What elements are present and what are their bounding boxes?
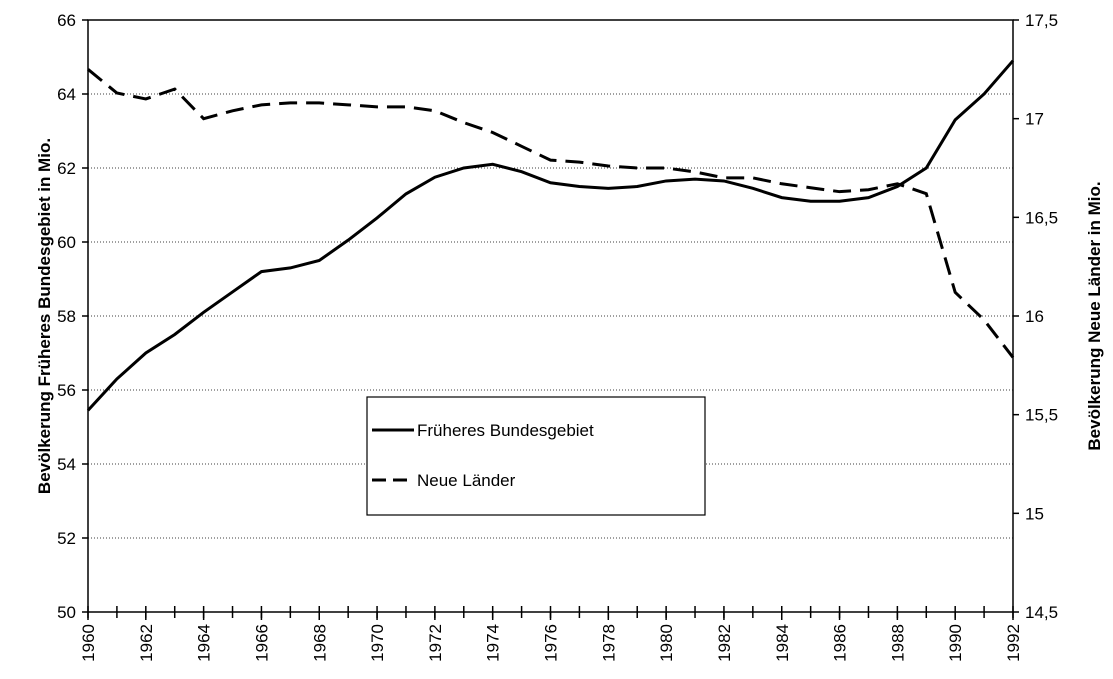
x-tick-label: 1970 [368,624,387,662]
x-tick-label: 1968 [310,624,329,662]
plot-frame [87,19,1014,613]
y2-tick-label: 14,5 [1025,603,1058,622]
y2-tick-label: 15 [1025,504,1044,523]
x-tick-label: 1988 [888,624,907,662]
x-tick-label: 1960 [79,624,98,662]
y2-tick-label: 16,5 [1025,208,1058,227]
x-tick-label: 1976 [542,624,561,662]
x-tick-label: 1974 [484,624,503,662]
y-tick-label: 66 [57,11,76,30]
x-tick-label: 1984 [773,624,792,662]
y-axis-label: Bevölkerung Früheres Bundesgebiet in Mio… [35,138,54,494]
legend-box [366,396,706,516]
x-tick-label: 1990 [946,624,965,662]
y2-tick-label: 16 [1025,307,1044,326]
y-tick-label: 50 [57,603,76,622]
y2-tick-label: 17 [1025,110,1044,129]
x-tick-label: 1966 [252,624,271,662]
y-tick-label: 64 [57,85,76,104]
x-tick-label: 1992 [1004,624,1023,662]
x-tick-label: 1980 [657,624,676,662]
y-tick-label: 52 [57,529,76,548]
series-line [86,59,1015,412]
y2-axis-label: Bevölkerung Neue Länder in Mio. [1085,181,1104,450]
x-tick-label: 1962 [137,624,156,662]
legend-label: Neue Länder [417,471,516,490]
x-tick-label: 1986 [831,624,850,662]
y2-tick-label: 15,5 [1025,406,1058,425]
x-tick-label: 1972 [426,624,445,662]
x-tick-label: 1978 [599,624,618,662]
y-tick-label: 62 [57,159,76,178]
legend-label: Früheres Bundesgebiet [417,421,594,440]
series-line [87,68,1015,359]
x-tick-label: 1964 [195,624,214,662]
y-tick-label: 58 [57,307,76,326]
y2-tick-label: 17,5 [1025,11,1058,30]
y-tick-label: 54 [57,455,76,474]
y-tick-label: 60 [57,233,76,252]
x-tick-label: 1982 [715,624,734,662]
y-tick-label: 56 [57,381,76,400]
